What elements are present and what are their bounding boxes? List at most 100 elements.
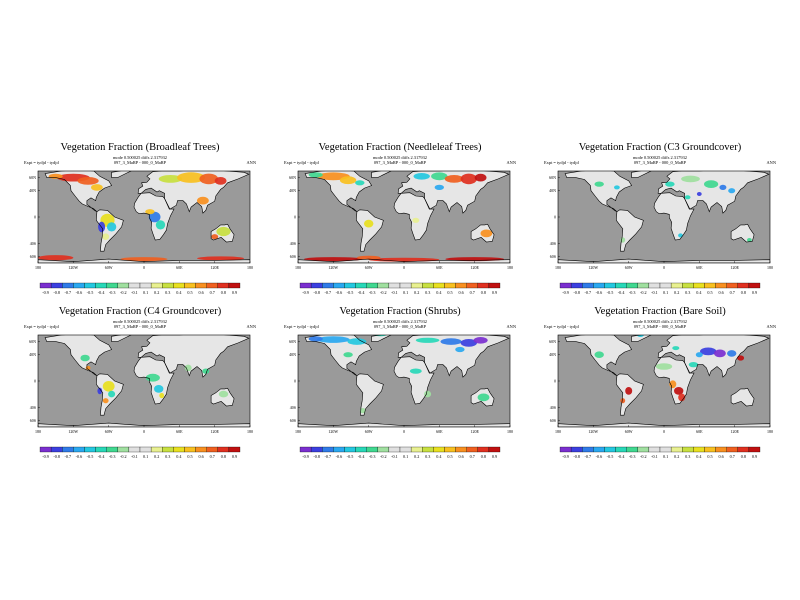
colorbar-tick-label: -0.4 <box>358 454 366 459</box>
colorbar-swatch <box>377 446 390 453</box>
colorbar-svg: -0.9 -0.8 -0.7 -0.6 -0.5 -0.4 -0.3 -0.2 -0.1 0.1 0… <box>39 282 241 295</box>
coastline-africa <box>653 192 695 241</box>
lon-label: 60E <box>176 265 183 270</box>
land-eurasia <box>138 335 249 378</box>
anomaly-patch <box>413 173 430 180</box>
colorbar-tick-label: -0.7 <box>64 290 71 295</box>
colorbar-tick-label: 0.4 <box>436 290 442 295</box>
colorbar-tick-label: -0.7 <box>324 454 331 459</box>
anomaly-patch <box>202 368 210 374</box>
lat-label: 40S <box>290 241 296 246</box>
panel-season-label: ANN <box>766 160 776 165</box>
anomaly-patch <box>620 398 626 404</box>
colorbar-swatch <box>410 446 423 453</box>
colorbar-tick-label: 0.8 <box>741 454 746 459</box>
colorbar-swatch <box>626 282 638 289</box>
panel-expt-label: Expt = tydjd - tydjd <box>24 324 59 329</box>
anomaly-patch <box>688 362 699 368</box>
lat-label: 0 <box>554 215 556 220</box>
colorbar-svg: -0.9 -0.8 -0.7 -0.6 -0.5 -0.4 -0.3 -0.2 -0.1 0.1 0… <box>559 446 761 459</box>
anomaly-patch <box>480 229 493 238</box>
colorbar-swatch <box>559 446 572 453</box>
colorbar-swatch <box>184 282 196 289</box>
colorbar-tick-label: -0.1 <box>131 290 138 295</box>
colorbar-swatch <box>433 282 445 289</box>
colorbar-tick-label: 0.6 <box>458 290 463 295</box>
panel-run-label: 097_3_MaRP - 000_0_MaRP <box>113 160 167 165</box>
lon-label: 60E <box>696 429 703 434</box>
lon-label: 180 <box>247 265 253 270</box>
lon-label: 120W <box>328 429 338 434</box>
colorbar-tick-label: 0.5 <box>707 290 712 295</box>
lon-label: 180 <box>767 429 773 434</box>
lon-label: 60E <box>436 429 443 434</box>
colorbar-tick-label: 0.3 <box>425 290 430 295</box>
lat-label: 40S <box>290 405 296 410</box>
colorbar-swatch <box>682 446 694 453</box>
anomaly-patch <box>364 219 374 228</box>
lon-label: 120W <box>68 429 78 434</box>
colorbar-swatch <box>355 446 367 453</box>
colorbar-tick-label: 0.5 <box>187 454 192 459</box>
anomaly-patch <box>102 398 109 404</box>
colorbar-tick-label: 0.9 <box>752 290 757 295</box>
lon-label: 180 <box>35 429 41 434</box>
colorbar-swatch <box>377 282 390 289</box>
land-greenland <box>111 335 131 342</box>
lon-label: 180 <box>555 265 561 270</box>
lat-label: 60N <box>289 339 296 344</box>
colorbar-swatch <box>106 446 118 453</box>
colorbar-swatch <box>582 446 594 453</box>
coastline-south-america <box>615 373 644 416</box>
colorbar-tick-label: -0.5 <box>87 454 94 459</box>
colorbar-tick-label: 0.1 <box>143 454 148 459</box>
colorbar-swatch <box>659 446 672 453</box>
colorbar: -0.9 -0.8 -0.7 -0.6 -0.5 -0.4 -0.3 -0.2 -0.1 0.1 0… <box>36 282 244 298</box>
colorbar-tick-label: -0.6 <box>76 290 83 295</box>
lat-label: 40N <box>29 352 36 357</box>
anomaly-patch <box>106 222 117 232</box>
land-antarctica <box>38 423 250 427</box>
colorbar-swatch <box>195 446 207 453</box>
coastline-africa <box>393 356 435 405</box>
colorbar-swatch <box>50 282 63 289</box>
colorbar-swatch <box>150 446 163 453</box>
lon-label: 180 <box>295 265 301 270</box>
colorbar-tick-label: 0.9 <box>232 454 237 459</box>
colorbar: -0.9 -0.8 -0.7 -0.6 -0.5 -0.4 -0.3 -0.2 -0.1 0.1 0… <box>296 282 504 298</box>
anomaly-patch <box>412 217 420 223</box>
colorbar-swatch <box>626 446 638 453</box>
colorbar-tick-label: 0.2 <box>154 290 159 295</box>
panel-run-label: 097_3_MaRP - 000_0_MaRP <box>373 324 427 329</box>
colorbar-tick-label: 0.5 <box>447 290 452 295</box>
colorbar-tick-label: -0.8 <box>53 290 60 295</box>
anomaly-patch <box>356 255 381 260</box>
colorbar-swatch <box>615 446 627 453</box>
anomaly-patch <box>737 355 745 361</box>
anomaly-patch <box>316 336 350 343</box>
colorbar-swatch <box>466 446 478 453</box>
anomaly-patch <box>154 385 164 393</box>
colorbar-tick-label: -0.7 <box>584 454 591 459</box>
colorbar-tick-label: -0.6 <box>336 290 343 295</box>
colorbar-swatch <box>670 446 683 453</box>
lat-label: 0 <box>554 379 556 384</box>
land-greenland <box>631 171 651 178</box>
lon-label: 60E <box>436 265 443 270</box>
colorbar-swatch <box>217 446 230 453</box>
anomaly-patch <box>48 173 63 179</box>
anomaly-patch <box>108 390 116 398</box>
colorbar-tick-label: -0.8 <box>573 290 580 295</box>
lon-label: 0 <box>143 429 145 434</box>
anomaly-patch <box>440 338 462 345</box>
colorbar-tick-label: -0.7 <box>584 290 591 295</box>
land-greenland <box>371 171 391 178</box>
anomaly-patch <box>681 175 700 183</box>
anomaly-patch <box>431 172 448 181</box>
colorbar-swatch <box>570 282 583 289</box>
colorbar-tick-label: 0.3 <box>685 290 690 295</box>
colorbar-tick-label: 0.1 <box>403 290 408 295</box>
anomaly-patch <box>460 173 477 185</box>
anomaly-patch <box>700 347 717 356</box>
lon-label: 180 <box>767 265 773 270</box>
